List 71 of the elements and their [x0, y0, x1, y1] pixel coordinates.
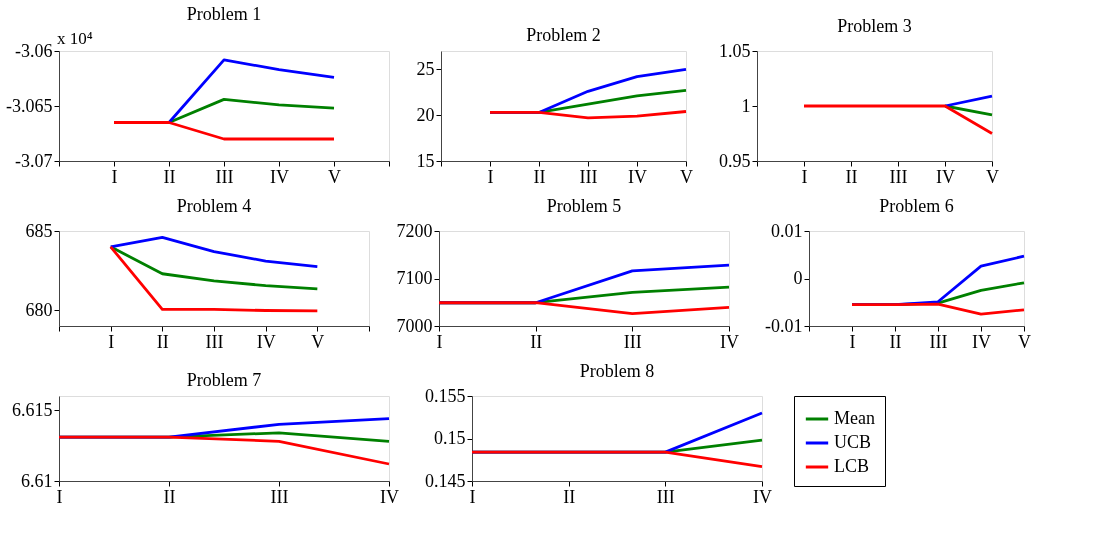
x-tick-label: I: [849, 331, 856, 352]
text: x 10⁴: [57, 29, 93, 48]
y-tick-label: 20: [416, 104, 435, 125]
x-tick-label: II: [533, 166, 546, 187]
y-tick-label: -3.07: [15, 150, 53, 171]
x-tick-label: IV: [380, 486, 399, 507]
y-tick-label: 7100: [396, 268, 433, 288]
legend-label: Mean: [834, 408, 875, 428]
y-tick-label: -3.065: [6, 95, 53, 116]
chart-title: Problem 7: [186, 370, 262, 390]
x-tick-label: IV: [628, 166, 647, 187]
y-tick-label: 0.95: [719, 150, 751, 171]
x-tick-label: I: [801, 166, 808, 187]
x-tick-label: IV: [936, 166, 955, 187]
y-tick-label: 25: [416, 58, 435, 79]
x-tick-label: I: [487, 166, 494, 187]
x-tick-label: III: [215, 166, 234, 187]
x-tick-label: II: [163, 166, 176, 187]
y-tick-label: 685: [25, 220, 53, 241]
x-tick-label: I: [469, 486, 476, 507]
chart-title: Problem 4: [176, 196, 252, 216]
x-tick-label: I: [111, 166, 118, 187]
legend-label: LCB: [834, 456, 870, 476]
chart-title: Problem 6: [879, 196, 954, 216]
x-tick-label: I: [56, 486, 63, 507]
x-tick-label: I: [436, 331, 443, 352]
x-tick-label: II: [889, 331, 902, 352]
x-tick-label: I: [108, 331, 115, 352]
legend-label: UCB: [834, 432, 872, 452]
x-tick-label: III: [623, 331, 642, 352]
x-tick-label: II: [156, 331, 169, 352]
y-tick-label: -0.01: [765, 315, 803, 336]
x-tick-label: V: [680, 166, 693, 187]
y-tick-label: 15: [416, 150, 435, 171]
x-tick-label: II: [563, 486, 576, 507]
y-tick-label: 1.05: [719, 40, 751, 61]
y-tick-label: 6.61: [21, 470, 53, 491]
x-tick-label: II: [163, 486, 176, 507]
x-tick-label: V: [328, 166, 341, 187]
y-tick-label: 0.01: [771, 220, 803, 241]
x-tick-label: III: [656, 486, 675, 507]
x-tick-label: IV: [270, 166, 289, 187]
chart-title: Problem 8: [579, 361, 655, 381]
x-tick-label: IV: [256, 331, 276, 352]
chart-title: Problem 2: [526, 25, 601, 45]
y-tick-label: 0.155: [425, 385, 466, 406]
y-tick-label: 0: [793, 268, 803, 288]
x-tick-label: V: [311, 331, 325, 352]
y-tick-label: 7000: [396, 315, 433, 336]
y-tick-label: 680: [25, 299, 53, 320]
x-tick-label: V: [1018, 331, 1031, 352]
y-tick-label: -3.06: [15, 40, 53, 61]
x-tick-label: II: [845, 166, 858, 187]
chart-title: Problem 3: [837, 16, 912, 36]
y-tick-label: 0.145: [425, 470, 466, 491]
x-tick-label: III: [889, 166, 908, 187]
x-tick-label: IV: [753, 486, 772, 507]
chart-title: Problem 5: [546, 196, 622, 216]
x-tick-label: V: [986, 166, 999, 187]
x-tick-label: III: [270, 486, 289, 507]
y-tick-label: 0.15: [434, 428, 466, 448]
x-tick-label: III: [205, 331, 224, 352]
chart-title: Problem 1: [186, 4, 262, 24]
y-tick-label: 7200: [396, 220, 433, 241]
x-tick-label: III: [929, 331, 948, 352]
x-tick-label: III: [579, 166, 598, 187]
x-tick-label: IV: [972, 331, 991, 352]
y-tick-label: 6.615: [12, 399, 53, 420]
x-tick-label: IV: [720, 331, 739, 352]
y-tick-label: 1: [741, 95, 751, 116]
x-tick-label: II: [530, 331, 543, 352]
